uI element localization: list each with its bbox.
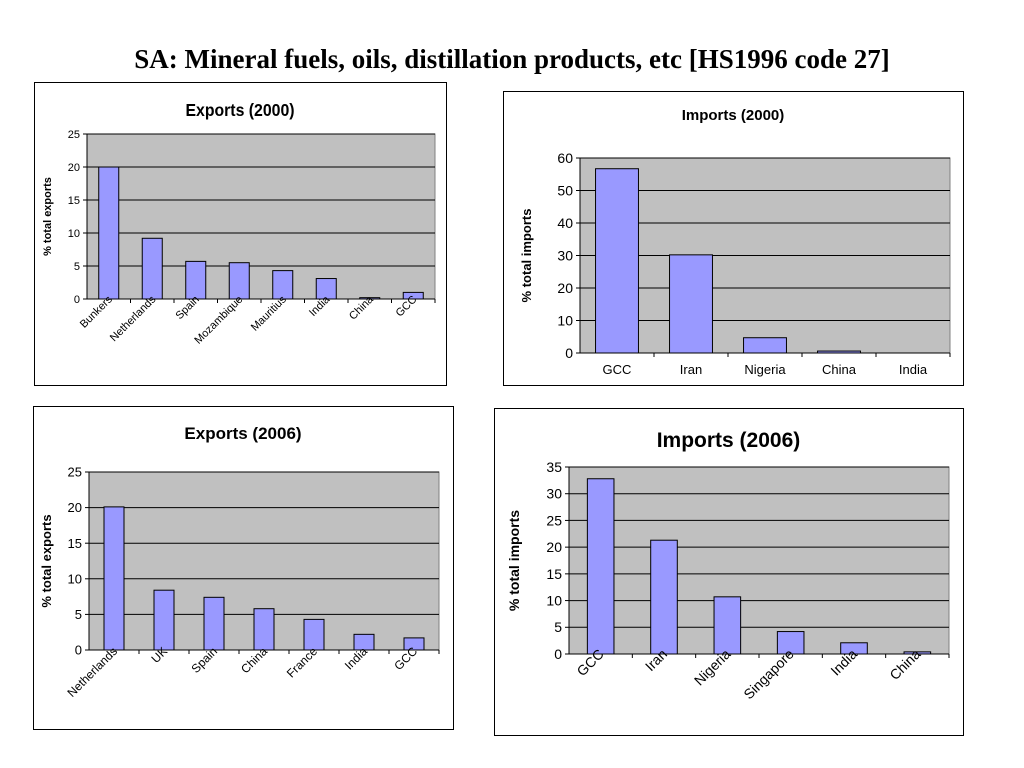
y-tick-label: 0 bbox=[75, 643, 82, 658]
y-tick-label: 15 bbox=[546, 566, 562, 582]
y-axis-label: % total imports bbox=[519, 209, 534, 303]
chart-panel-imports-2006: Imports (2006) 0 5 10 15 20 25 30 35 GCC Iran Niger… bbox=[494, 408, 964, 736]
chart-exports-2000: Exports (2000)0510152025BunkersNetherlan… bbox=[42, 100, 436, 347]
y-tick-label: 35 bbox=[546, 459, 562, 475]
chart-panel-exports-2006: Exports (2006) 0 5 10 15 20 25 Netherlands UK Spa… bbox=[33, 406, 454, 730]
y-tick-label: 60 bbox=[557, 150, 573, 166]
chart-panel-exports-2000: Exports (2000) 0 5 10 15 20 25 Bunkers Netherlan… bbox=[34, 82, 447, 386]
y-tick-label: 25 bbox=[68, 465, 82, 480]
y-tick-label: 25 bbox=[546, 512, 562, 528]
plot-area bbox=[86, 133, 436, 300]
chart-title: Imports (2006) bbox=[657, 429, 801, 452]
bar-singapore bbox=[776, 631, 805, 655]
chart-title: Imports (2000) bbox=[682, 107, 785, 124]
bar-china bbox=[903, 651, 932, 655]
x-tick-label: Iran bbox=[680, 362, 702, 377]
bar-gcc bbox=[403, 637, 425, 651]
x-tick-label: India bbox=[899, 362, 928, 377]
bar-china bbox=[817, 350, 861, 354]
bar-mozambique bbox=[228, 262, 250, 300]
y-axis-label: % total exports bbox=[39, 514, 54, 607]
y-axis-label: % total imports bbox=[506, 510, 522, 611]
chart-title: Exports (2006) bbox=[184, 424, 301, 443]
bar-india bbox=[353, 633, 375, 651]
bar-india bbox=[315, 278, 337, 300]
y-tick-label: 40 bbox=[557, 215, 573, 231]
y-tick-label: 5 bbox=[74, 261, 80, 273]
page-title: SA: Mineral fuels, oils, distillation pr… bbox=[134, 44, 890, 74]
y-tick-label: 30 bbox=[557, 247, 573, 263]
x-tick-label: Nigeria bbox=[744, 362, 786, 377]
bar-gcc bbox=[595, 168, 639, 354]
y-tick-label: 20 bbox=[68, 500, 82, 515]
bar-mauritius bbox=[272, 270, 294, 300]
chart-imports-2000: Imports (2000) 0 10 20 30 40 50 60 GCC Iran Nigeri… bbox=[519, 107, 951, 377]
bar-iran bbox=[650, 539, 678, 655]
bar-gcc bbox=[586, 478, 615, 655]
y-tick-label: 10 bbox=[546, 592, 562, 608]
y-tick-label: 20 bbox=[68, 162, 80, 174]
bar-iran bbox=[669, 254, 713, 354]
bar-nigeria bbox=[743, 337, 787, 354]
x-tick-label: GCC bbox=[603, 362, 632, 377]
x-tick-label: Netherlands bbox=[108, 293, 159, 344]
bar-netherlands bbox=[141, 237, 163, 300]
y-tick-label: 10 bbox=[68, 228, 80, 240]
bar-netherlands bbox=[103, 506, 125, 651]
y-tick-label: 50 bbox=[557, 182, 573, 198]
y-tick-label: 30 bbox=[546, 486, 562, 502]
y-tick-label: 20 bbox=[557, 280, 573, 296]
y-tick-label: 5 bbox=[75, 607, 82, 622]
bar-uk bbox=[153, 589, 175, 651]
bar-spain bbox=[203, 596, 225, 651]
y-tick-label: 25 bbox=[68, 129, 80, 141]
y-tick-label: 10 bbox=[557, 312, 573, 328]
bar-france bbox=[303, 618, 325, 651]
y-tick-label: 0 bbox=[74, 294, 80, 306]
bar-spain bbox=[185, 260, 207, 300]
chart-panel-imports-2000: Imports (2000) 0 10 20 30 40 50 60 GCC Iran Nigeri… bbox=[503, 91, 964, 386]
chart-title: Exports (2000) bbox=[185, 100, 294, 120]
bar-bunkers bbox=[98, 166, 120, 300]
bar-nigeria bbox=[713, 596, 742, 655]
y-tick-label: 15 bbox=[68, 536, 82, 551]
y-tick-label: 0 bbox=[565, 345, 573, 361]
y-tick-label: 5 bbox=[554, 619, 562, 635]
y-tick-label: 15 bbox=[68, 195, 80, 207]
y-axis-label: % total exports bbox=[42, 177, 54, 256]
bar-china bbox=[253, 608, 275, 651]
y-tick-label: 20 bbox=[546, 539, 562, 555]
x-tick-label: Netherlands bbox=[64, 644, 120, 700]
plot-area bbox=[568, 466, 950, 655]
y-tick-label: 10 bbox=[68, 571, 82, 586]
x-tick-label: China bbox=[822, 362, 857, 377]
y-tick-label: 0 bbox=[554, 646, 562, 662]
bar-gcc bbox=[402, 291, 424, 300]
bar-india bbox=[840, 642, 868, 655]
bar-china bbox=[359, 297, 381, 300]
